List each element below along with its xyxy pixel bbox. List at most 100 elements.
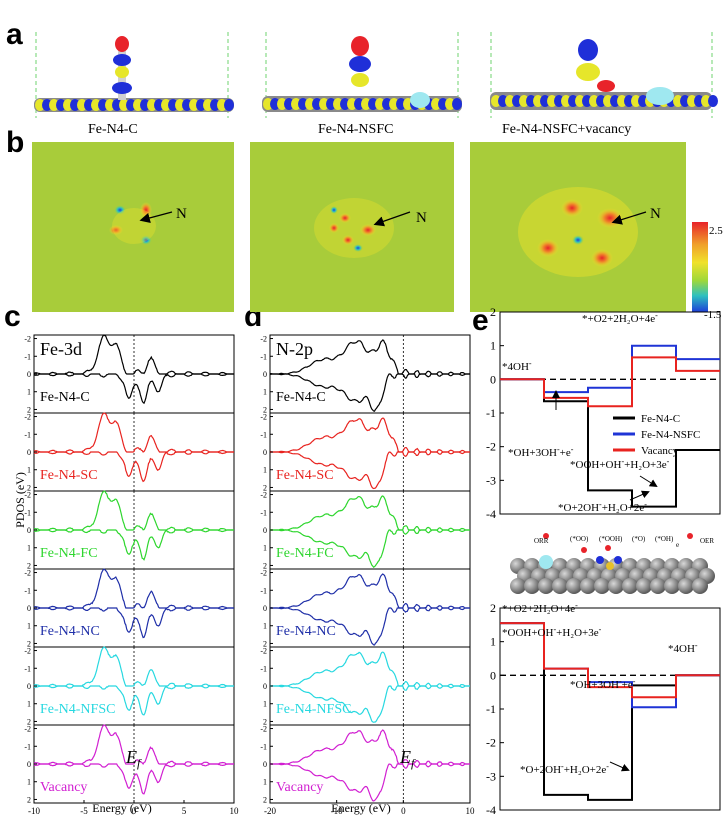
orr-energy-diagram: 210-1-2-3-4*+O2+2H₂O+4e-*OOH+OH-+H₂O+3e-… [486, 601, 720, 820]
pdos-curve [270, 730, 470, 764]
y-tick-label: -1 [486, 406, 496, 420]
iron-atom [606, 562, 614, 570]
species-oo: (*OO) [570, 535, 589, 543]
annotation-tail-superscript: - [667, 457, 670, 466]
x-tick-label: -5 [80, 806, 88, 816]
y-tick-label: -1 [24, 352, 31, 361]
legend-label: Fe-N4-C [641, 413, 680, 425]
annotation-tail-superscript: - [606, 762, 609, 771]
annotation-tail: +H₂O+2e [602, 502, 645, 514]
density-lobe [224, 99, 234, 111]
step-annotation: *+O2+2H₂O+4e- [502, 601, 578, 615]
difference-map-2 [250, 142, 454, 312]
y-tick-label: 0 [263, 604, 267, 613]
step-annotation: *OOH+OH-+H₂O+3e- [502, 625, 602, 639]
y-tick-label: -2 [260, 413, 267, 422]
y-tick-label: -2 [260, 335, 267, 344]
y-tick-label: 0 [27, 682, 31, 691]
pdos-curve [270, 496, 470, 530]
y-tick-label: -1 [486, 702, 496, 716]
density-lobe [708, 95, 718, 107]
y-tick-label: -2 [24, 413, 31, 422]
y-tick-label: 1 [27, 622, 31, 631]
y-tick-label: -2 [260, 569, 267, 578]
carbon-atom [580, 578, 596, 594]
y-tick-label: -1 [24, 430, 31, 439]
y-tick-label: -4 [486, 803, 496, 817]
step-annotation: *O+2OH-+H₂O+2e- [520, 762, 609, 776]
pdos-panel-label: Fe-N4-SC [276, 468, 334, 483]
y-tick-label: 1 [263, 778, 267, 787]
x-tick-label: 0 [401, 806, 406, 816]
pdos-d-x-axis-label: Energy (eV) [331, 801, 390, 815]
pdos-panel: Fe-N4-NC-2-1012 [24, 569, 234, 649]
y-tick-label: -2 [24, 725, 31, 734]
legend-label: Vacancy [641, 445, 679, 457]
oxygen-atom [581, 547, 587, 553]
annotation-tail: +H₂O+3e [624, 459, 667, 471]
annotation-arrow [610, 762, 628, 770]
y-tick-label: -1 [260, 352, 267, 361]
species-oh: (*OH) [655, 535, 674, 543]
density-lobe [452, 98, 462, 110]
carbon-atom [524, 578, 540, 594]
pdos-panel: Fe-N4-NFSC-2-1012 [24, 647, 234, 727]
y-tick-label: -2 [486, 440, 496, 454]
y-tick-label: 0 [263, 370, 267, 379]
pdos-panel-label: Fe-N4-C [40, 390, 90, 405]
orr-label: ORR [534, 537, 549, 545]
annotation-tail: +H₂O+2e [564, 764, 607, 776]
y-tick-label: 0 [490, 372, 496, 386]
step-annotation: *O+2OH-+H₂O+2e- [558, 500, 647, 514]
y-tick-label: 1 [490, 635, 496, 649]
carbon-atom [678, 578, 694, 594]
y-tick-label: -1 [24, 664, 31, 673]
x-tick-label: 5 [182, 806, 187, 816]
carbon-atom [552, 578, 568, 594]
energy-step-line [500, 346, 720, 392]
legend-label: Fe-N4-NSFC [641, 429, 700, 441]
n-label-2: N [416, 210, 427, 226]
carbon-atom [538, 578, 554, 594]
annotation-tail: +e [622, 679, 633, 691]
y-tick-label: 0 [27, 526, 31, 535]
oxygen-atom [687, 533, 693, 539]
carbon-atom [608, 578, 624, 594]
y-tick-label: 0 [490, 668, 496, 682]
step-annotation: *4OH- [502, 359, 532, 373]
energy-step-line [500, 357, 720, 406]
pdos-panel: Fe-N4-SC-2-1012 [24, 413, 234, 493]
pdos-panel: Fe-N4-FC-2-1012 [24, 491, 234, 571]
step-annotation: *+O2+2H₂O+4e- [582, 311, 658, 325]
vacancy-site [539, 555, 553, 569]
y-tick-label: 2 [263, 795, 267, 804]
x-tick-label: -10 [28, 806, 40, 816]
y-tick-label: 0 [27, 448, 31, 457]
pdos-panel-label: Fe-N4-C [276, 390, 326, 405]
annotation-tail-superscript: - [644, 500, 647, 509]
colorbar-min-label: -1.5 [704, 309, 722, 321]
annotation-tail-superscript: - [571, 445, 574, 454]
pdos-panel: Fe-N4-NC-2-1012 [260, 569, 470, 649]
pdos-panel-label: Vacancy [40, 780, 87, 795]
pdos-panel-label: Fe-N4-NC [276, 624, 336, 639]
x-tick-label: 10 [466, 806, 476, 816]
pdos-title: N-2p [276, 339, 313, 359]
y-tick-label: 1 [263, 622, 267, 631]
species-o: (*O) [632, 535, 646, 543]
pdos-panel: Fe-N4-SC-2-1012 [260, 413, 470, 493]
y-tick-label: -1 [260, 508, 267, 517]
y-tick-label: 1 [27, 700, 31, 709]
step-annotation: *4OH- [668, 641, 698, 655]
colorbar [692, 222, 708, 312]
y-tick-label: 0 [263, 760, 267, 769]
y-tick-label: -2 [24, 569, 31, 578]
n-label-3: N [650, 206, 661, 222]
y-tick-label: 0 [27, 370, 31, 379]
pdos-c-x-axis-label: Energy (eV) [92, 801, 151, 815]
annotation-superscript: - [695, 641, 698, 650]
step-annotation: *OH+3OH-+e- [570, 677, 636, 691]
x-tick-label: 10 [230, 806, 240, 816]
colorbar-max-label: 2.5 [709, 225, 723, 237]
pdos-curve [270, 574, 470, 608]
